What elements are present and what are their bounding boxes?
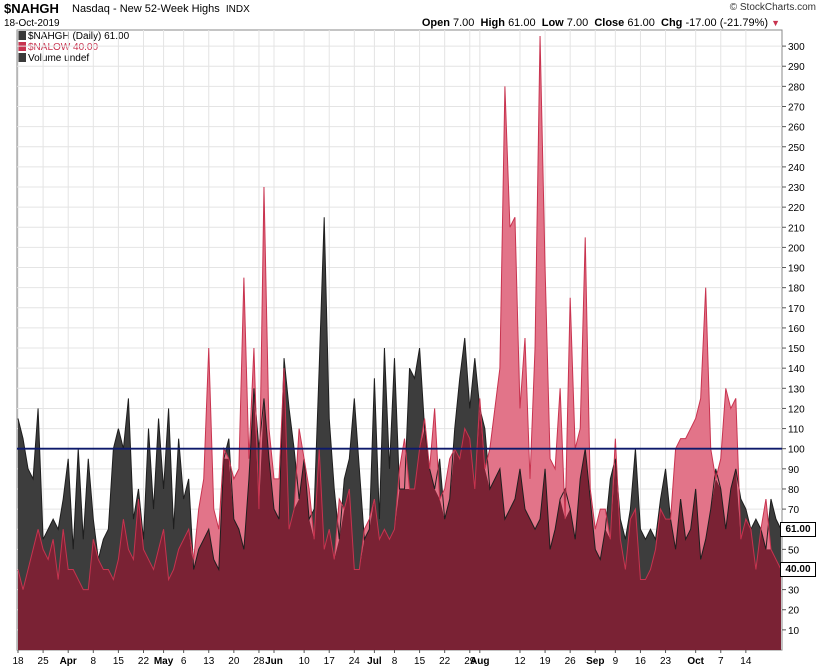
volume-swatch-icon xyxy=(17,53,26,62)
lows-line xyxy=(17,36,782,591)
x-tick-label: 8 xyxy=(91,656,97,667)
x-tick-label: 19 xyxy=(540,656,552,667)
exchange-label: INDX xyxy=(225,4,250,15)
y-tick-label: 90 xyxy=(788,465,800,476)
brand-watermark[interactable]: © StockCharts.com xyxy=(729,2,816,13)
y-tick-label: 290 xyxy=(788,62,805,73)
high-label: High xyxy=(480,17,505,29)
x-tick-label: 29 xyxy=(464,656,476,667)
x-tick-label: 18 xyxy=(12,656,24,667)
open-value: 7.00 xyxy=(453,17,475,29)
x-tick-label: 9 xyxy=(613,656,619,667)
x-tick-label: 22 xyxy=(138,656,150,667)
y-tick-label: 30 xyxy=(788,586,800,597)
x-tick-label: 15 xyxy=(414,656,426,667)
x-tick-label: 15 xyxy=(113,656,125,667)
highs-swatch-icon xyxy=(17,31,26,40)
chg-label: Chg xyxy=(661,17,683,29)
y-tick-label: 250 xyxy=(788,143,805,154)
y-tick-label: 210 xyxy=(788,223,805,234)
x-axis-ticks: 18 25 Apr 8 15 22 May 6 13 20 28 Jun 10 17 24 Jul 8 15 22 2… xyxy=(12,650,752,667)
x-tick-label: Jun xyxy=(265,656,283,667)
close-label: Close xyxy=(594,17,625,29)
legend-item-highs[interactable]: $NAHGH (Daily) 61.00 xyxy=(17,31,129,42)
y-tick-label: 110 xyxy=(788,425,804,436)
x-tick-label: Apr xyxy=(60,656,77,667)
x-tick-label: Aug xyxy=(470,656,489,667)
y-tick-label: 80 xyxy=(788,485,800,496)
y-tick-label: 190 xyxy=(788,264,805,275)
x-tick-label: Jul xyxy=(367,656,382,667)
low-label: Low xyxy=(541,17,564,29)
price-tag-highs: 61.00 xyxy=(780,522,816,538)
overlap-area xyxy=(18,368,781,650)
x-tick-label: 17 xyxy=(324,656,336,667)
close-value: 61.00 xyxy=(627,17,655,29)
x-tick-label: Sep xyxy=(586,656,604,667)
y-tick-label: 280 xyxy=(788,82,805,93)
chg-value: -17.00 (-21.79%) xyxy=(685,17,769,29)
x-tick-label: May xyxy=(154,656,174,667)
x-tick-label: 16 xyxy=(635,656,647,667)
high-value: 61.00 xyxy=(508,17,536,29)
x-tick-label: 7 xyxy=(718,656,724,667)
y-tick-label: 70 xyxy=(788,505,800,516)
legend-volume-label: Volume undef xyxy=(28,53,90,64)
x-tick-label: 20 xyxy=(228,656,240,667)
x-tick-label: 13 xyxy=(203,656,215,667)
symbol-title: $NAHGH xyxy=(4,1,59,16)
y-tick-label: 120 xyxy=(788,404,805,415)
series-areas xyxy=(17,36,782,651)
symbol-description: Nasdaq - New 52-Week Highs INDX xyxy=(72,3,250,15)
low-value: 7.00 xyxy=(566,17,589,29)
down-triangle-icon: ▼ xyxy=(771,18,780,28)
legend-highs-label: $NAHGH (Daily) 61.00 xyxy=(28,31,130,42)
chart-date: 18-Oct-2019 xyxy=(4,18,60,29)
y-tick-label: 180 xyxy=(788,284,805,295)
y-tick-label: 150 xyxy=(788,344,805,355)
y-tick-label: 220 xyxy=(788,203,805,214)
y-tick-label: 200 xyxy=(788,243,805,254)
y-tick-label: 130 xyxy=(788,384,805,395)
x-tick-label: 10 xyxy=(299,656,311,667)
ohlc-readout: Open 7.00 High 61.00 Low 7.00 Close 61.0… xyxy=(422,17,780,29)
x-tick-label: 14 xyxy=(740,656,752,667)
x-tick-label: 28 xyxy=(253,656,265,667)
y-tick-label: 230 xyxy=(788,183,805,194)
x-tick-label: 8 xyxy=(392,656,398,667)
y-tick-label: 300 xyxy=(788,42,805,53)
y-tick-label: 100 xyxy=(788,445,805,456)
y-tick-label: 20 xyxy=(788,606,800,617)
price-tag-lows: 40.00 xyxy=(780,562,816,578)
y-tick-label: 10 xyxy=(788,626,800,637)
x-tick-label: 26 xyxy=(565,656,577,667)
description-text: Nasdaq - New 52-Week Highs xyxy=(72,3,220,15)
y-tick-label: 170 xyxy=(788,304,805,315)
open-label: Open xyxy=(421,17,450,29)
y-tick-label: 140 xyxy=(788,364,805,375)
x-tick-label: 22 xyxy=(439,656,451,667)
x-tick-label: Oct xyxy=(687,656,704,667)
y-tick-label: 260 xyxy=(788,123,805,134)
y-tick-label: 50 xyxy=(788,545,800,556)
x-tick-label: 6 xyxy=(181,656,187,667)
y-tick-label: 240 xyxy=(788,163,805,174)
x-tick-label: 23 xyxy=(660,656,672,667)
x-tick-label: 25 xyxy=(38,656,50,667)
legend-lows-label: $NALOW 40.00 xyxy=(28,42,99,53)
y-tick-label: 160 xyxy=(788,324,805,335)
x-tick-label: 24 xyxy=(349,656,361,667)
y-axis-ticks: 1020304050607080901001101201301401501601… xyxy=(782,42,805,637)
legend-item-volume[interactable]: Volume undef xyxy=(17,53,89,64)
x-tick-label: 12 xyxy=(514,656,526,667)
y-tick-label: 270 xyxy=(788,102,805,113)
highs-line xyxy=(17,217,782,572)
